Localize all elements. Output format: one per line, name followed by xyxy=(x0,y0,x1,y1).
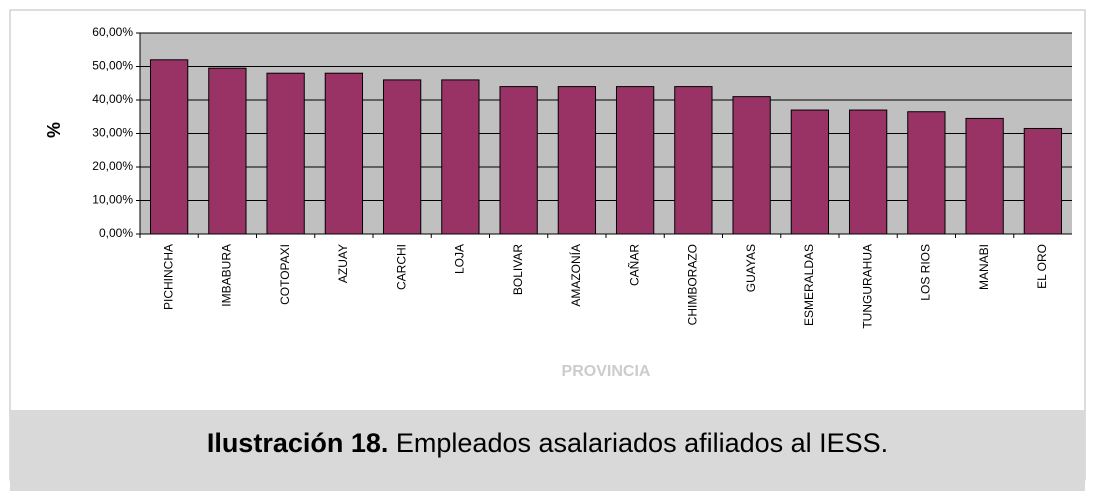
y-tick-label: 50,00% xyxy=(92,59,133,73)
caption-label: Ilustración 18. xyxy=(206,428,389,458)
bar xyxy=(732,96,771,235)
y-axis-title: % xyxy=(44,122,64,138)
y-tick-label: 0,00% xyxy=(99,226,133,240)
y-tick-label: 20,00% xyxy=(92,159,133,173)
x-tick-label: EL ORO xyxy=(1035,244,1049,289)
bar xyxy=(441,79,480,235)
y-tick-label: 10,00% xyxy=(92,193,133,207)
x-tick-label: TUNGURAHUA xyxy=(860,244,874,329)
bar xyxy=(790,109,830,235)
bar xyxy=(965,117,1004,235)
x-tick-label: GUAYAS xyxy=(744,244,758,292)
bar xyxy=(499,86,538,235)
x-tick-label: MANABI xyxy=(977,244,991,290)
y-tick-label: 60,00% xyxy=(92,25,133,39)
y-tick-label: 30,00% xyxy=(92,126,133,140)
bar xyxy=(149,59,189,235)
x-tick-label: PICHINCHA xyxy=(161,244,175,310)
bar xyxy=(615,86,655,235)
caption: Ilustración 18. Empleados asalariados af… xyxy=(10,410,1085,491)
x-tick-label: COTOPAXI xyxy=(278,244,292,305)
bar xyxy=(848,109,888,235)
x-tick-label: ESMERALDAS xyxy=(802,244,816,326)
bar xyxy=(674,86,713,235)
x-tick-label: AMAZONÍA xyxy=(568,244,583,307)
y-tick-label: 40,00% xyxy=(92,92,133,106)
x-tick-label: BOLIVAR xyxy=(511,244,525,295)
bar xyxy=(382,79,422,235)
x-tick-label: CARCHI xyxy=(394,244,408,290)
x-tick-label: LOJA xyxy=(453,244,467,274)
bar xyxy=(324,72,364,235)
bar xyxy=(557,86,597,235)
x-tick-label: IMBABURA xyxy=(220,244,234,307)
caption-text: Empleados asalariados afiliados al IESS. xyxy=(395,428,889,458)
bar xyxy=(266,72,305,235)
bar xyxy=(208,67,247,235)
x-axis-title: PROVINCIA xyxy=(562,363,651,380)
bar xyxy=(1023,127,1063,235)
x-tick-label: CHIMBORAZO xyxy=(686,244,700,325)
bar xyxy=(907,111,946,235)
x-tick-label: AZUAY xyxy=(336,244,350,283)
x-tick-label: LOS RIOS xyxy=(919,244,933,301)
x-tick-label: CAÑAR xyxy=(627,244,641,286)
